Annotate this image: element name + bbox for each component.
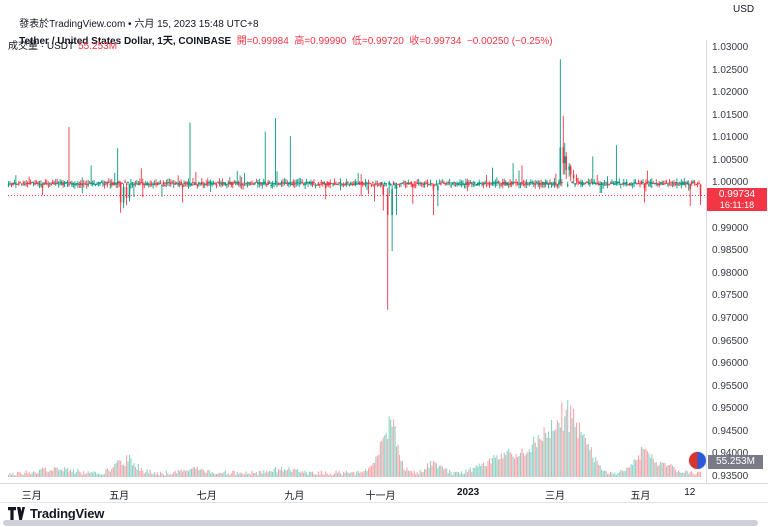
price-axis[interactable]: 1.03000 1.02500 1.02000 1.01500 1.01000 1.005… [704, 40, 768, 484]
symbol-title: Tether / United States Dollar, 1天, COINB… [19, 36, 232, 47]
time-tick-label: 三月 [544, 491, 565, 502]
volume-study-value: 55.253M [78, 41, 118, 52]
price-tick-label: 0.98000 [712, 267, 749, 279]
publisher-avatar-icon[interactable] [688, 451, 707, 470]
time-tick-label: 三月 [21, 491, 42, 502]
time-tick-label: 十一月 [365, 491, 396, 502]
price-tick-label: 0.97000 [712, 312, 749, 324]
price-tick-label: 0.97500 [712, 290, 749, 302]
tradingview-brand-text: TradingView [30, 506, 105, 521]
price-tick-label: 0.93500 [712, 471, 749, 482]
price-tick-label: 0.95000 [712, 403, 749, 415]
time-axis[interactable]: 三月 五月 七月 九月 十一月 2023 三月 五月 12 [0, 484, 768, 502]
price-tick-label: 0.94000 [712, 448, 749, 460]
price-tick-label: 1.00500 [712, 154, 749, 166]
time-tick-label: 七月 [196, 491, 217, 502]
volume-study-label: 成交量 · USDT [8, 41, 75, 52]
price-tick-label: 1.02000 [712, 87, 749, 99]
price-tick-label: 1.00000 [712, 177, 749, 189]
price-tick-label: 1.03000 [712, 42, 749, 53]
legend-line-2: 成交量 · USDT 55.253M [8, 37, 117, 52]
tradingview-home-link[interactable]: TradingView [8, 506, 104, 521]
price-scale-currency: USD [733, 4, 755, 15]
volume-axis-badge: 55.253M [708, 455, 763, 469]
time-tick-label: 九月 [284, 491, 305, 502]
last-price-badge: 0.99734 16:11:18 [707, 188, 767, 212]
bar-close-countdown: 16:11:18 [719, 200, 755, 211]
time-tick-label: 12 [684, 487, 696, 498]
time-tick-label: 五月 [630, 491, 651, 502]
last-price-value: 0.99734 [718, 189, 756, 201]
price-tick-label: 1.02500 [712, 64, 749, 76]
time-tick-label: 五月 [109, 491, 130, 502]
price-tick-label: 0.94500 [712, 425, 749, 437]
price-tick-label: 0.95500 [712, 380, 749, 392]
publish-info-text: 發表於TradingView.com • 六月 15, 2023 15:48 U… [19, 19, 259, 30]
publish-info: 發表於TradingView.com • 六月 15, 2023 15:48 U… [8, 4, 259, 41]
time-tick-label: 2023 [456, 487, 480, 498]
horizontal-scrollbar[interactable] [3, 520, 758, 526]
price-tick-label: 0.96000 [712, 358, 749, 370]
legend-line-1: Tether / United States Dollar, 1天, COINB… [8, 21, 553, 58]
tradingview-logo-icon [8, 507, 25, 520]
price-tick-label: 0.98500 [712, 245, 749, 257]
volume-layer [7, 400, 702, 477]
price-tick-label: 0.96500 [712, 335, 749, 347]
price-tick-label: 0.99000 [712, 222, 749, 234]
price-tick-label: 1.01000 [712, 132, 749, 144]
candles-layer [7, 59, 702, 310]
price-tick-label: 1.01500 [712, 109, 749, 121]
ohlc-values: 開=0.99984 高=0.99990 低=0.99720 收=0.99734 … [231, 36, 553, 47]
